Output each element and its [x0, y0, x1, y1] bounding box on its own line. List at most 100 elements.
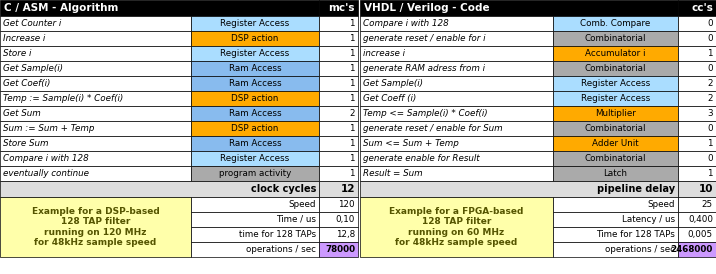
Bar: [191, 31, 319, 46]
Bar: [678, 61, 716, 76]
Text: operations / sec: operations / sec: [246, 245, 316, 254]
Text: Result = Sum: Result = Sum: [363, 169, 422, 178]
Bar: [553, 61, 678, 76]
Bar: [360, 136, 553, 151]
Text: C / ASM - Algorithm: C / ASM - Algorithm: [4, 3, 118, 13]
Text: Ram Access: Ram Access: [228, 79, 281, 88]
Text: Sum := Sum + Temp: Sum := Sum + Temp: [3, 124, 95, 133]
Bar: [678, 31, 716, 46]
Bar: [678, 46, 716, 61]
Bar: [553, 121, 678, 136]
Bar: [0, 121, 191, 136]
Text: Adder Unit: Adder Unit: [592, 139, 639, 148]
Text: Compare i with 128: Compare i with 128: [3, 154, 89, 163]
Text: Register Access: Register Access: [221, 49, 290, 58]
Bar: [360, 16, 553, 31]
Text: Ram Access: Ram Access: [228, 139, 281, 148]
Bar: [0, 0, 319, 16]
Bar: [319, 151, 358, 166]
Text: Combinatorial: Combinatorial: [585, 124, 647, 133]
Bar: [0, 31, 191, 46]
Text: 1: 1: [349, 169, 355, 178]
Bar: [0, 46, 191, 61]
Bar: [319, 136, 358, 151]
Text: Get Coef(i): Get Coef(i): [3, 79, 50, 88]
Bar: [0, 106, 191, 121]
Text: Time / us: Time / us: [276, 215, 316, 224]
Bar: [678, 166, 716, 181]
Bar: [319, 242, 358, 257]
Text: generate reset / enable for Sum: generate reset / enable for Sum: [363, 124, 503, 133]
Bar: [678, 121, 716, 136]
Text: eventually continue: eventually continue: [3, 169, 89, 178]
Text: Get Sample(i): Get Sample(i): [3, 64, 63, 73]
Bar: [360, 61, 553, 76]
Text: Multiplier: Multiplier: [595, 109, 636, 118]
Bar: [191, 212, 319, 227]
Text: DSP action: DSP action: [231, 94, 279, 103]
Text: Get Sample(i): Get Sample(i): [363, 79, 423, 88]
Bar: [678, 0, 716, 16]
Bar: [360, 76, 553, 91]
Text: 0,005: 0,005: [688, 230, 713, 239]
Text: 1: 1: [349, 139, 355, 148]
Bar: [678, 212, 716, 227]
Text: Combinatorial: Combinatorial: [585, 154, 647, 163]
Bar: [678, 181, 716, 197]
Text: 25: 25: [702, 200, 713, 209]
Text: Example for a FPGA-based
128 TAP filter
running on 60 MHz
for 48kHz sample speed: Example for a FPGA-based 128 TAP filter …: [390, 207, 523, 247]
Bar: [360, 106, 553, 121]
Text: Increase i: Increase i: [3, 34, 45, 43]
Text: 78000: 78000: [325, 245, 355, 254]
Bar: [319, 181, 358, 197]
Text: Get Coeff (i): Get Coeff (i): [363, 94, 416, 103]
Text: 0: 0: [707, 154, 713, 163]
Bar: [678, 106, 716, 121]
Bar: [553, 76, 678, 91]
Text: Store Sum: Store Sum: [3, 139, 49, 148]
Text: 120: 120: [339, 200, 355, 209]
Bar: [319, 31, 358, 46]
Text: Register Access: Register Access: [581, 94, 650, 103]
Bar: [360, 181, 678, 197]
Text: 0,10: 0,10: [336, 215, 355, 224]
Bar: [0, 166, 191, 181]
Bar: [319, 212, 358, 227]
Text: Speed: Speed: [289, 200, 316, 209]
Text: Accumulator i: Accumulator i: [585, 49, 646, 58]
Text: program activity: program activity: [219, 169, 291, 178]
Text: operations / sec: operations / sec: [605, 245, 675, 254]
Text: 1: 1: [707, 169, 713, 178]
Bar: [553, 166, 678, 181]
Text: Combinatorial: Combinatorial: [585, 64, 647, 73]
Bar: [0, 181, 319, 197]
Bar: [319, 0, 358, 16]
Text: 0: 0: [707, 124, 713, 133]
Text: Combinatorial: Combinatorial: [585, 34, 647, 43]
Bar: [553, 197, 678, 212]
Text: 1: 1: [349, 49, 355, 58]
Bar: [678, 197, 716, 212]
Text: 10: 10: [699, 184, 713, 194]
Bar: [553, 46, 678, 61]
Bar: [319, 76, 358, 91]
Bar: [191, 76, 319, 91]
Bar: [191, 166, 319, 181]
Text: Example for a DSP-based
128 TAP filter
running on 120 MHz
for 48kHz sample speed: Example for a DSP-based 128 TAP filter r…: [32, 207, 160, 247]
Bar: [360, 91, 553, 106]
Text: mc's: mc's: [329, 3, 355, 13]
Text: DSP action: DSP action: [231, 34, 279, 43]
Bar: [191, 121, 319, 136]
Text: generate enable for Result: generate enable for Result: [363, 154, 480, 163]
Text: 1: 1: [349, 34, 355, 43]
Text: Speed: Speed: [647, 200, 675, 209]
Text: 1: 1: [349, 19, 355, 28]
Bar: [191, 46, 319, 61]
Bar: [319, 227, 358, 242]
Bar: [360, 151, 553, 166]
Bar: [319, 121, 358, 136]
Bar: [0, 197, 191, 257]
Bar: [319, 46, 358, 61]
Text: Ram Access: Ram Access: [228, 109, 281, 118]
Bar: [191, 16, 319, 31]
